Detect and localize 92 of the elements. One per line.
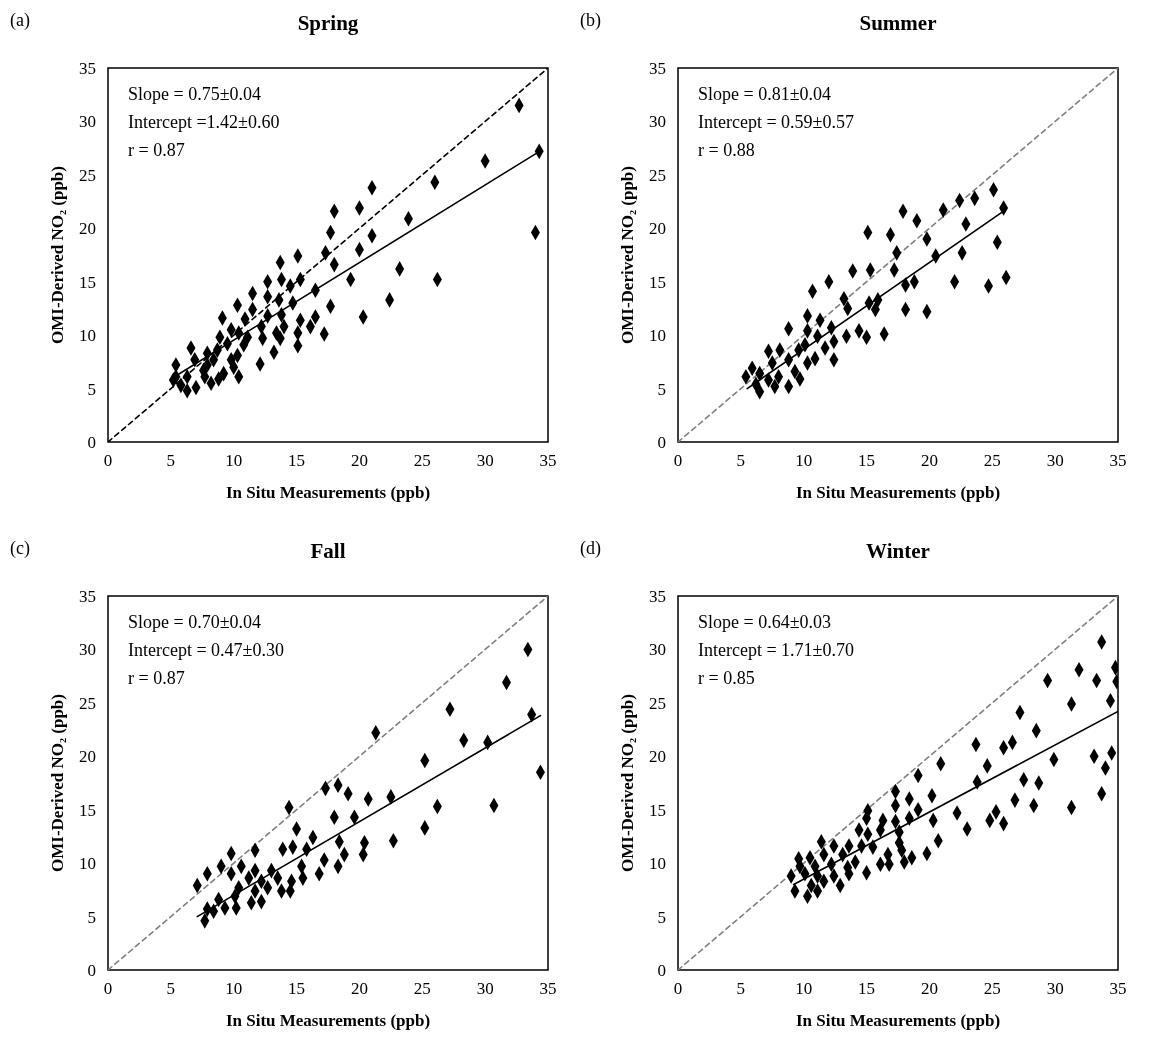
x-tick-label: 10 — [795, 451, 813, 470]
x-tick-label: 15 — [858, 451, 876, 470]
x-tick-label: 25 — [983, 451, 1001, 470]
x-tick-label: 0 — [673, 979, 683, 998]
y-axis-title: OMI-Derived NO₂ (ppb) — [618, 694, 637, 872]
y-tick-label: 20 — [79, 747, 96, 767]
y-tick-label: 20 — [649, 747, 666, 767]
y-tick-label: 15 — [79, 272, 96, 292]
annotation: Intercept = 0.47±0.30 — [128, 640, 284, 660]
annotation: Intercept = 0.59±0.57 — [698, 112, 854, 132]
text: (d) — [580, 538, 601, 559]
y-tick-label: 30 — [649, 640, 666, 660]
x-tick-label: 25 — [413, 979, 431, 998]
y-tick-label: 30 — [79, 640, 96, 660]
x-tick-label: 20 — [350, 451, 368, 470]
y-tick-label: 5 — [657, 907, 666, 927]
x-tick-label: 10 — [225, 979, 243, 998]
x-tick-label: 30 — [1046, 979, 1064, 998]
x-tick-label: 5 — [736, 451, 746, 470]
y-tick-label: 10 — [649, 326, 666, 346]
y-axis-title: OMI-Derived NO₂ (ppb) — [618, 166, 637, 344]
y-tick-label: 25 — [649, 693, 666, 713]
y-tick-label: 0 — [657, 961, 666, 980]
x-tick-label: 5 — [166, 451, 176, 470]
x-tick-label: 15 — [288, 979, 306, 998]
x-tick-label: 25 — [413, 451, 431, 470]
y-tick-label: 35 — [79, 587, 96, 606]
text: (a) — [10, 10, 30, 31]
y-tick-label: 15 — [79, 800, 96, 820]
x-tick-label: 10 — [795, 979, 813, 998]
annotation: r = 0.85 — [698, 668, 755, 688]
x-tick-label: 35 — [1109, 451, 1127, 470]
x-tick-label: 30 — [476, 979, 494, 998]
y-tick-label: 5 — [657, 379, 666, 399]
x-axis-title: In Situ Measurements (ppb) — [795, 483, 1001, 502]
x-tick-label: 35 — [539, 979, 557, 998]
y-axis-title: OMI-Derived NO₂ (ppb) — [48, 166, 67, 344]
annotation: Intercept =1.42±0.60 — [128, 112, 280, 132]
y-tick-label: 20 — [79, 219, 96, 239]
y-tick-label: 10 — [79, 326, 96, 346]
x-tick-label: 0 — [103, 451, 113, 470]
x-tick-label: 5 — [166, 979, 176, 998]
y-tick-label: 25 — [79, 693, 96, 713]
y-tick-label: 10 — [649, 854, 666, 874]
y-tick-label: 25 — [649, 165, 666, 185]
annotation: r = 0.88 — [698, 140, 755, 160]
y-tick-label: 20 — [649, 219, 666, 239]
y-tick-label: 25 — [79, 165, 96, 185]
x-tick-label: 0 — [103, 979, 113, 998]
chart-title: Spring — [297, 11, 359, 35]
chart-title: Winter — [866, 539, 930, 563]
x-tick-label: 15 — [858, 979, 876, 998]
annotation: Slope = 0.81±0.04 — [698, 84, 832, 104]
text: (b) — [580, 10, 601, 31]
x-tick-label: 20 — [920, 979, 938, 998]
x-tick-label: 5 — [736, 979, 746, 998]
y-tick-label: 0 — [87, 433, 96, 452]
y-tick-label: 5 — [87, 379, 96, 399]
y-tick-label: 15 — [649, 272, 666, 292]
chart-title: Fall — [310, 539, 346, 563]
y-tick-label: 35 — [79, 59, 96, 78]
x-tick-label: 35 — [539, 451, 557, 470]
y-tick-label: 0 — [657, 433, 666, 452]
y-tick-label: 5 — [87, 907, 96, 927]
text: (c) — [10, 538, 30, 559]
x-tick-label: 30 — [476, 451, 494, 470]
annotation: Slope = 0.70±0.04 — [128, 612, 262, 632]
x-tick-label: 30 — [1046, 451, 1064, 470]
y-tick-label: 35 — [649, 59, 666, 78]
annotation: Slope = 0.64±0.03 — [698, 612, 832, 632]
x-tick-label: 20 — [350, 979, 368, 998]
x-tick-label: 25 — [983, 979, 1001, 998]
annotation: Intercept = 1.71±0.70 — [698, 640, 854, 660]
x-axis-title: In Situ Measurements (ppb) — [225, 1011, 431, 1030]
y-tick-label: 30 — [79, 112, 96, 132]
x-tick-label: 15 — [288, 451, 306, 470]
y-tick-label: 0 — [87, 961, 96, 980]
x-tick-label: 20 — [920, 451, 938, 470]
x-axis-title: In Situ Measurements (ppb) — [795, 1011, 1001, 1030]
annotation: r = 0.87 — [128, 668, 185, 688]
y-tick-label: 10 — [79, 854, 96, 874]
x-tick-label: 0 — [673, 451, 683, 470]
y-tick-label: 30 — [649, 112, 666, 132]
annotation: r = 0.87 — [128, 140, 185, 160]
chart-title: Summer — [859, 11, 937, 35]
y-tick-label: 35 — [649, 587, 666, 606]
annotation: Slope = 0.75±0.04 — [128, 84, 262, 104]
x-tick-label: 35 — [1109, 979, 1127, 998]
y-axis-title: OMI-Derived NO₂ (ppb) — [48, 694, 67, 872]
x-axis-title: In Situ Measurements (ppb) — [225, 483, 431, 502]
x-tick-label: 10 — [225, 451, 243, 470]
y-tick-label: 15 — [649, 800, 666, 820]
